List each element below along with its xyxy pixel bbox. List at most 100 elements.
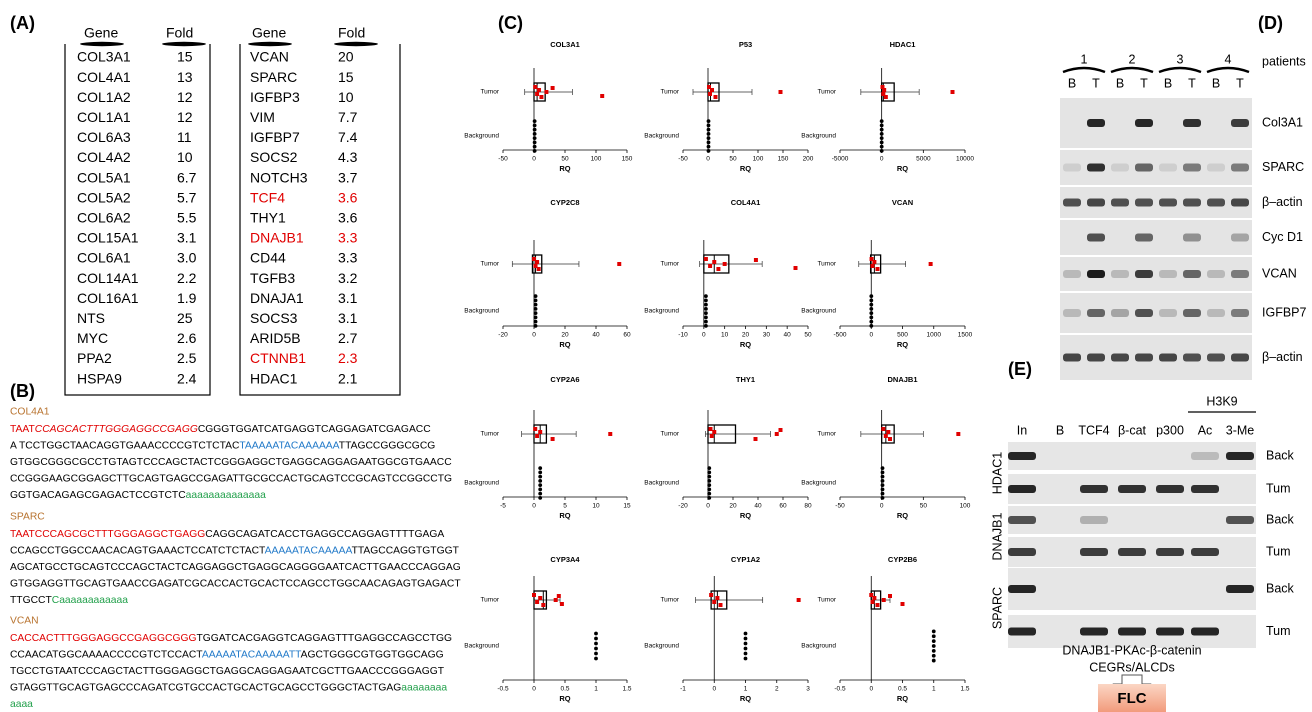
background-point: [869, 324, 873, 328]
background-point: [707, 149, 711, 153]
tumor-point: [712, 600, 716, 604]
category-label: Tumor: [660, 261, 679, 268]
background-point: [534, 311, 538, 315]
tumor-point: [535, 600, 539, 604]
gene-name: TCF4: [250, 189, 285, 205]
x-tick-label: -0.5: [497, 686, 509, 693]
tumor-point: [754, 258, 758, 262]
background-point: [533, 149, 537, 153]
x-tick-label: 5: [563, 503, 567, 510]
category-label: Tumor: [817, 261, 836, 268]
x-tick-label: 20: [729, 503, 737, 510]
background-point: [707, 487, 711, 491]
background-point: [869, 311, 873, 315]
fold-value: 11: [177, 129, 192, 145]
blot-band: [1135, 119, 1153, 127]
sequence-line: GGTGACAGAGCGAGACTCCGTCTCaaaaaaaaaaaaaa: [10, 490, 266, 501]
x-tick-label: 0.5: [560, 686, 569, 693]
background-point: [594, 652, 598, 656]
blot-label: β–actin: [1262, 350, 1303, 364]
sequence-segment: TAAT: [10, 424, 35, 435]
category-label: Background: [801, 480, 836, 487]
chart-title: DNAJB1: [887, 375, 917, 384]
x-tick-label: 0: [706, 156, 710, 163]
gene-name: NTS: [77, 310, 105, 326]
fold-value: 6.7: [177, 169, 197, 185]
tumor-point: [794, 266, 798, 270]
x-axis-label: RQ: [740, 694, 751, 703]
tumor-point: [551, 437, 555, 441]
background-point: [880, 140, 884, 144]
blot-strip: [1008, 506, 1256, 534]
x-axis-label: RQ: [559, 511, 570, 520]
background-point: [533, 145, 537, 149]
background-point: [881, 483, 885, 487]
x-tick-label: 0.5: [898, 686, 907, 693]
tumor-point: [884, 95, 888, 99]
group-label: SPARC: [990, 587, 1004, 629]
x-axis-label: RQ: [559, 340, 570, 349]
category-label: Background: [801, 133, 836, 140]
blot-label: Col3A1: [1262, 115, 1303, 129]
sequence-name: SPARC: [10, 512, 45, 523]
sequence-line: GTGGCGGGCGCCTGTAGTCCCAGCTACTCGGGAGGCTGAG…: [10, 457, 452, 468]
blot-band: [1183, 234, 1201, 242]
sequence-segment: TAATCCCAGCGCTTTGGGAGGCTGAGG: [10, 529, 205, 540]
fold-value: 2.6: [177, 330, 197, 346]
background-point: [538, 483, 542, 487]
background-point: [881, 487, 885, 491]
table-header: Gene: [252, 25, 286, 41]
lane-label: B: [1068, 76, 1076, 90]
lane-label: B: [1116, 76, 1124, 90]
background-point: [707, 483, 711, 487]
fold-value: 3.6: [338, 210, 358, 226]
sequence-line: AGCATGCCTGCAGTCCCAGCTACTCAGGAGGCTGAGGCAG…: [10, 562, 461, 573]
blot-band: [1087, 164, 1105, 172]
chart-title: COL4A1: [731, 198, 761, 207]
background-point: [932, 644, 936, 648]
x-axis-label: RQ: [740, 511, 751, 520]
patient-bracket: [1207, 68, 1249, 72]
chart-title: CYP2B6: [888, 555, 917, 564]
x-tick-label: 3: [806, 686, 810, 693]
background-point: [880, 149, 884, 153]
background-point: [869, 303, 873, 307]
sequence-name: COL4A1: [10, 407, 50, 418]
result-label: FLC: [1117, 690, 1146, 707]
sequence-segment: aaaa: [10, 699, 33, 710]
x-tick-label: 5000: [916, 156, 931, 163]
blot-band: [1207, 199, 1225, 207]
gene-name: CTNNB1: [250, 350, 306, 366]
panel-label: (C): [498, 13, 523, 33]
background-point: [880, 128, 884, 132]
x-tick-label: -500: [833, 332, 846, 339]
x-tick-label: 40: [784, 332, 792, 339]
blot-band: [1159, 354, 1177, 362]
background-point: [707, 470, 711, 474]
sequence-segment: AGCTGGGCGTGGTGGCAGG: [301, 649, 444, 660]
background-point: [932, 634, 936, 638]
background-point: [704, 311, 708, 315]
tumor-point: [775, 432, 779, 436]
tumor-point: [754, 437, 758, 441]
gene-name: VCAN: [250, 49, 289, 65]
background-point: [881, 496, 885, 500]
sequence-segment: GTAGGTTGCAGTGAGCCCAGATCGTGCCACTGCACTGCAG…: [10, 682, 401, 693]
sequence-line: A TCCTGGCTAACAGGTGAAACCCCGTCTCTACTAAAAAT…: [10, 440, 435, 451]
gene-name: SPARC: [250, 69, 297, 85]
chart-title: COL3A1: [550, 40, 580, 49]
patients-label: patients: [1262, 54, 1306, 68]
fold-value: 1.9: [177, 290, 197, 306]
background-point: [534, 315, 538, 319]
gene-name: COL15A1: [77, 230, 139, 246]
x-tick-label: 100: [591, 156, 602, 163]
row-label: Back: [1266, 448, 1295, 462]
background-point: [881, 475, 885, 479]
background-point: [704, 303, 708, 307]
blot-band: [1008, 516, 1036, 524]
chart-title: CYP1A2: [731, 555, 760, 564]
blot-strip: [1008, 568, 1256, 610]
blot-band: [1118, 628, 1146, 636]
lane-label: TCF4: [1078, 423, 1109, 437]
table-header: Fold: [338, 25, 365, 41]
